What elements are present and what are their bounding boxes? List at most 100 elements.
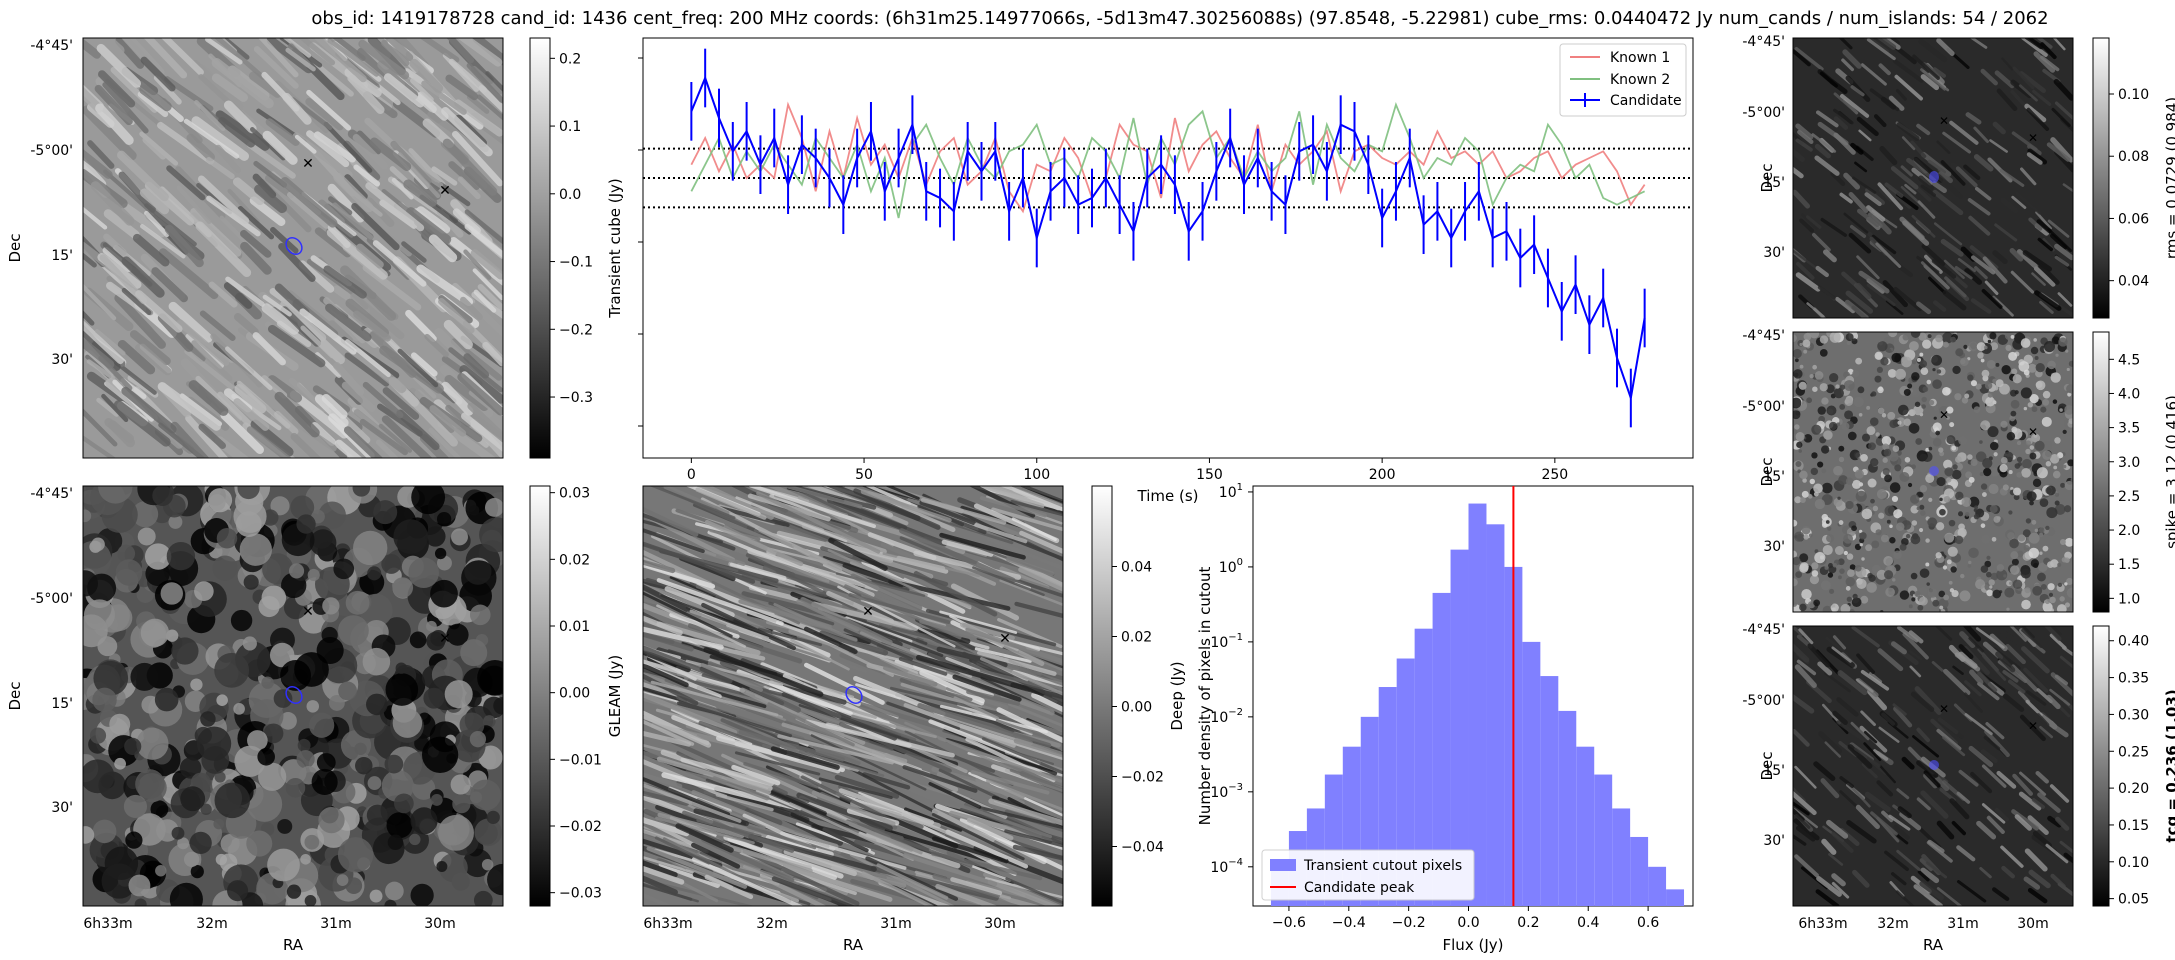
texture-streak [1937,717,1959,735]
texture-blob [2039,551,2043,555]
texture-blob [2016,550,2024,558]
texture-blob [1963,344,1968,349]
texture-streak [198,64,244,111]
texture-blob [1944,532,1955,543]
texture-blob [1907,383,1913,389]
texture-streak [1815,889,1840,906]
texture-blob [1838,445,1845,452]
texture-blob [461,560,497,596]
texture-blob [1827,572,1834,578]
texture-blob [2054,437,2061,444]
texture-blob [1901,538,1909,546]
texture-streak [643,645,733,684]
texture-streak [2012,773,2033,796]
texture-streak [991,507,1063,532]
texture-streak [2010,270,2035,294]
texture-blob [179,757,202,779]
texture-streak [1816,876,1842,897]
texture-streak [270,227,299,254]
texture-streak [2002,693,2025,712]
texture-blob [1802,339,1811,348]
texture-blob [1916,506,1920,511]
texture-streak [2033,266,2056,287]
texture-blob [83,509,92,523]
texture-blob [1878,512,1885,519]
texture-blob [1874,375,1882,383]
texture-blob [463,848,492,878]
texture-streak [996,707,1063,744]
texture-streak [390,140,432,185]
texture-streak [1895,890,1915,906]
texture-streak [2047,720,2069,738]
texture-blob [1803,534,1809,540]
texture-blob [2021,458,2032,469]
texture-streak [1828,853,1844,866]
y-tick-exponent: 1 [1237,482,1243,493]
colorbar-tick: 0.00 [1121,700,1152,716]
texture-blob [1946,559,1952,565]
texture-streak [1794,854,1819,878]
texture-blob [2038,527,2045,533]
marker-known1: ✕ [302,604,314,620]
colorbar-tick: −0.02 [559,819,602,835]
texture-blob [1986,359,1996,369]
texture-streak [1885,300,1904,315]
texture-blob [1880,609,1884,612]
texture-streak [987,537,1063,571]
texture-streak [266,38,313,74]
texture-streak [1951,820,1966,836]
texture-blob [1980,523,1986,528]
texture-blob [1948,580,1953,585]
texture-blob [309,712,335,738]
texture-streak [258,38,299,78]
texture-blob [83,570,98,597]
texture-streak [191,340,233,382]
texture-streak [1878,63,1891,76]
texture-blob [2059,596,2065,602]
texture-streak [759,874,827,906]
texture-blob [481,859,494,871]
texture-blob [470,779,501,811]
texture-streak [1012,486,1061,511]
texture-streak [191,116,250,161]
texture-streak [919,500,976,526]
texture-streak [113,400,171,447]
texture-blob [2035,380,2046,391]
texture-blob [1868,442,1876,451]
marker-known1: ✕ [1939,702,1949,716]
texture-streak [643,719,695,746]
texture-streak [446,38,475,64]
texture-blob [316,753,336,772]
texture-streak [1970,771,1993,794]
texture-streak [184,348,240,394]
texture-streak [1977,671,1998,693]
texture-blob [2029,500,2034,506]
texture-blob [1919,484,1928,493]
texture-blob [1989,332,1997,340]
texture-blob [1933,405,1939,411]
texture-streak [1918,38,1948,63]
texture-streak [643,506,699,537]
texture-blob [434,547,447,560]
texture-blob [2057,562,2062,567]
dec-tick: -4°45' [1742,34,1785,50]
x-tick: 200 [1369,467,1396,483]
texture-streak [661,772,797,810]
texture-streak [910,682,973,701]
texture-blob [2048,607,2054,612]
texture-streak [743,762,819,789]
texture-blob [1910,572,1918,580]
texture-streak [332,361,365,396]
texture-blob [1919,568,1930,578]
texture-streak [1933,222,1963,246]
texture-blob [92,819,117,844]
texture-streak [252,332,286,366]
texture-streak [1819,71,1838,88]
texture-blob [1849,608,1855,612]
texture-streak [1893,286,1923,312]
texture-blob [2002,484,2009,491]
texture-streak [1873,114,1887,128]
texture-streak [1916,760,1939,778]
texture-streak [233,312,259,336]
texture-blob [1861,557,1865,561]
